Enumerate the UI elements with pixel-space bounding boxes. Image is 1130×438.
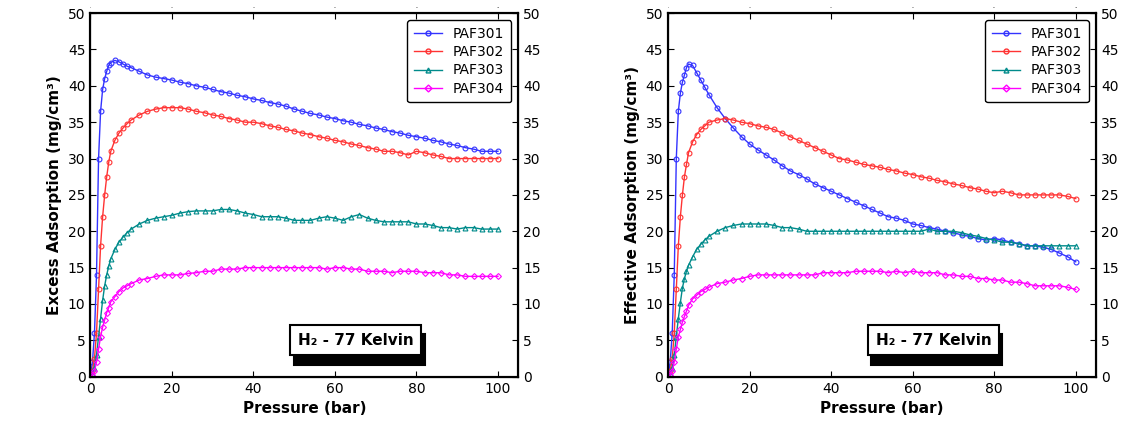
Text: H₂ - 77 Kelvin: H₂ - 77 Kelvin	[298, 333, 414, 348]
Legend: PAF301, PAF302, PAF303, PAF304: PAF301, PAF302, PAF303, PAF304	[407, 20, 512, 102]
X-axis label: Pressure (bar): Pressure (bar)	[243, 401, 366, 416]
Text: H₂ - 77 Kelvin: H₂ - 77 Kelvin	[879, 342, 994, 357]
Text: H₂ - 77 Kelvin: H₂ - 77 Kelvin	[302, 342, 417, 357]
Legend: PAF301, PAF302, PAF303, PAF304: PAF301, PAF302, PAF303, PAF304	[985, 20, 1089, 102]
Text: H₂ - 77 Kelvin: H₂ - 77 Kelvin	[876, 333, 991, 348]
X-axis label: Pressure (bar): Pressure (bar)	[820, 401, 944, 416]
Y-axis label: Effective Adsorption (mg/cm³): Effective Adsorption (mg/cm³)	[625, 66, 640, 324]
Y-axis label: Excess Adsorption (mg/cm³): Excess Adsorption (mg/cm³)	[47, 75, 62, 315]
